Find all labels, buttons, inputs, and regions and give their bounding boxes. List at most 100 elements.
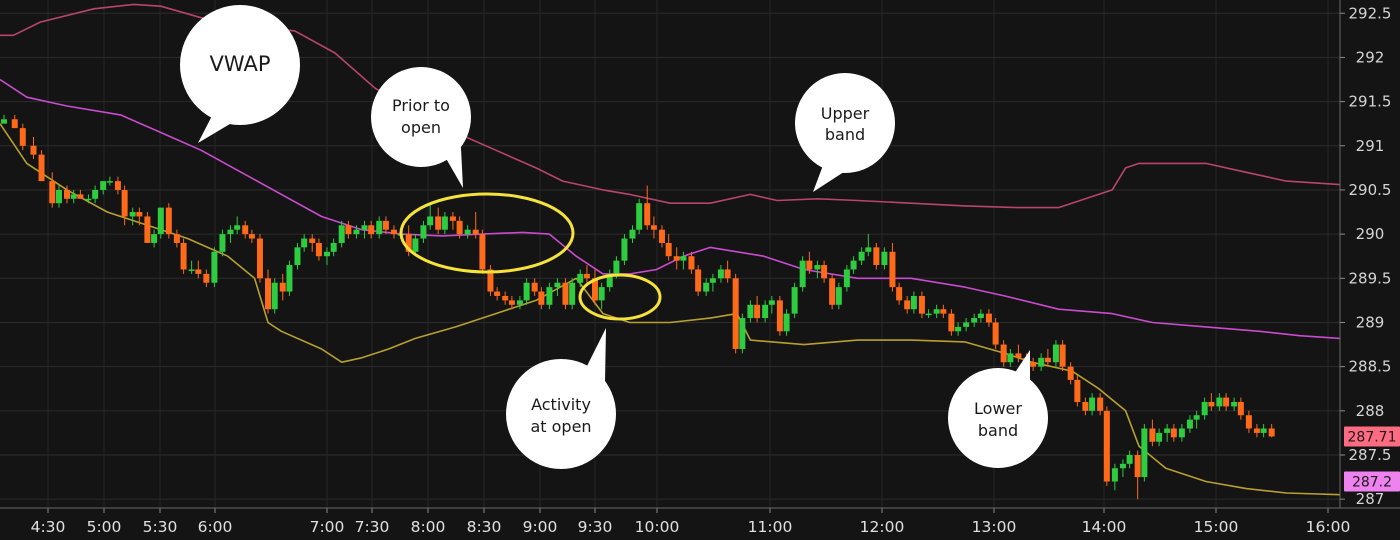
- candle: [265, 269, 271, 314]
- candle: [1231, 397, 1238, 411]
- candle-body: [791, 287, 798, 314]
- candle-body: [835, 287, 842, 305]
- candle: [583, 265, 590, 283]
- candle-body: [843, 269, 850, 288]
- candle: [985, 309, 992, 327]
- candle-body: [1216, 397, 1223, 407]
- candle: [739, 313, 746, 354]
- candle: [806, 251, 813, 274]
- candle-body: [390, 229, 397, 235]
- candle: [971, 313, 978, 327]
- candle: [353, 225, 360, 239]
- candle-body: [948, 313, 955, 332]
- x-tick-label: 9:30: [578, 518, 613, 536]
- candle-body: [1126, 454, 1133, 464]
- candle-body: [933, 309, 940, 314]
- candle: [783, 309, 790, 336]
- candle: [724, 260, 731, 283]
- candle: [644, 185, 651, 230]
- candle-body: [144, 216, 151, 243]
- candle-body: [1193, 415, 1200, 420]
- candle-body: [569, 282, 576, 305]
- y-tick-label: 291: [1356, 137, 1385, 155]
- candle: [345, 220, 352, 239]
- candle-body: [1015, 353, 1022, 358]
- candle: [294, 242, 301, 270]
- candle: [516, 295, 523, 310]
- candle-body: [783, 313, 790, 332]
- candle-body: [1103, 410, 1110, 482]
- candle-body: [1156, 432, 1163, 442]
- candle-body: [873, 247, 880, 266]
- candle-body: [925, 313, 932, 316]
- candle: [598, 282, 605, 310]
- candle-body: [19, 128, 26, 146]
- activity-at-open-annotation: Activity at open: [506, 328, 616, 469]
- candle-body: [629, 229, 636, 239]
- candle-body: [1007, 353, 1014, 363]
- candle: [121, 185, 128, 226]
- candle-body: [1223, 397, 1230, 407]
- candle-body: [776, 300, 783, 332]
- candle: [768, 295, 775, 314]
- y-tick-label: 292: [1356, 48, 1385, 66]
- candle-body: [591, 278, 598, 301]
- candle: [1089, 393, 1096, 416]
- candle-body: [583, 273, 590, 279]
- candle-body: [338, 225, 345, 243]
- candle: [1216, 393, 1223, 411]
- candle-body: [858, 251, 865, 261]
- candle-body: [376, 220, 383, 235]
- lower-band-annotation-line-1: band: [978, 421, 1018, 440]
- candle: [1268, 424, 1275, 438]
- prior-to-open-annotation: Prior to open: [371, 67, 471, 188]
- candle: [114, 176, 121, 195]
- candle-body: [516, 300, 523, 305]
- candle: [1223, 393, 1230, 411]
- candle: [55, 185, 62, 208]
- candle: [1052, 340, 1059, 367]
- candle-body: [1186, 419, 1193, 429]
- candle-body: [211, 251, 218, 283]
- candle-body: [449, 216, 456, 221]
- candle-body: [106, 181, 113, 183]
- x-tick-label: 8:30: [467, 518, 502, 536]
- candle: [227, 225, 234, 243]
- lower-band-annotation-line-0: Lower: [974, 399, 1022, 418]
- candle: [361, 220, 368, 239]
- candle: [636, 198, 643, 235]
- candle-body: [219, 234, 226, 252]
- candle-body: [963, 322, 970, 327]
- candle: [412, 234, 419, 257]
- candle: [1067, 362, 1074, 385]
- candle: [248, 229, 255, 243]
- candle: [1038, 353, 1045, 372]
- candle: [441, 212, 448, 235]
- candle: [709, 273, 716, 292]
- x-tick-label: 4:30: [31, 518, 66, 536]
- candle: [242, 220, 249, 239]
- candle-body: [420, 225, 427, 239]
- candle-body: [157, 207, 164, 235]
- activity-at-open-highlight: [578, 273, 662, 321]
- candle: [1141, 424, 1148, 482]
- candle: [487, 265, 494, 296]
- candle-body: [747, 304, 754, 319]
- candle: [330, 238, 337, 257]
- x-tick-label: 15:00: [1194, 518, 1239, 536]
- y-tick-label: 289.5: [1349, 269, 1392, 287]
- y-tick-label: 290.5: [1349, 181, 1392, 199]
- y-tick-label: 288.5: [1349, 358, 1392, 376]
- candle-body: [1178, 428, 1185, 438]
- candle: [151, 229, 158, 248]
- candle: [977, 309, 984, 323]
- candle-body: [546, 287, 553, 305]
- x-tick-label: 7:30: [355, 518, 390, 536]
- upper-band-annotation: Upper band: [795, 73, 895, 192]
- candle: [100, 181, 107, 195]
- candle: [992, 318, 999, 349]
- candle: [49, 172, 56, 208]
- x-tick-label: 5:00: [87, 518, 122, 536]
- candle-body: [1089, 397, 1096, 411]
